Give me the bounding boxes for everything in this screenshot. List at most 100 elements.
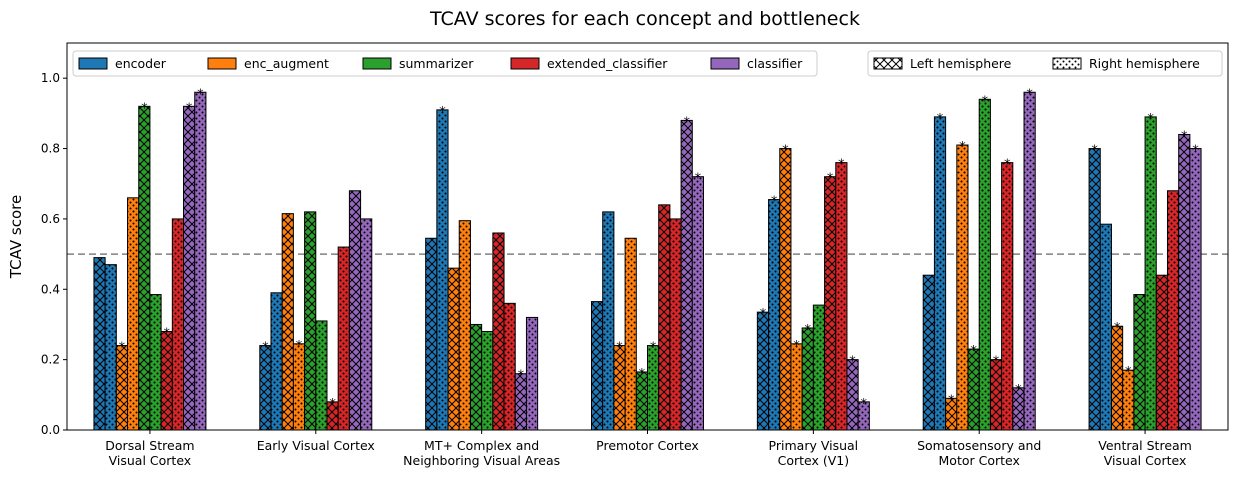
significance-star: * bbox=[197, 87, 204, 102]
bar-pattern-enc_augment-left-6 bbox=[1110, 325, 1124, 431]
significance-star: * bbox=[760, 307, 767, 322]
y-tick-label: 1.0 bbox=[41, 71, 60, 85]
legend-swatch-summarizer bbox=[362, 57, 392, 70]
bar-pattern-encoder-left-6 bbox=[1088, 148, 1101, 431]
bar-pattern-extended_classifier-left-4 bbox=[824, 176, 837, 431]
significance-star: * bbox=[805, 323, 812, 338]
y-tick-label: 0.8 bbox=[41, 142, 60, 156]
significance-star: * bbox=[695, 172, 702, 187]
bar-pattern-summarizer-right-0 bbox=[149, 294, 162, 431]
bar-pattern-extended_classifier-right-6 bbox=[1166, 190, 1180, 431]
significance-star: * bbox=[1125, 365, 1132, 380]
bar-pattern-summarizer-left-5 bbox=[967, 348, 980, 431]
legend-label-hemi-0: Left hemisphere bbox=[910, 56, 1012, 71]
significance-star: * bbox=[296, 339, 303, 354]
bar-pattern-encoder-left-1 bbox=[259, 345, 272, 431]
bar-pattern-enc_augment-right-5 bbox=[956, 144, 969, 431]
significance-star: * bbox=[1147, 112, 1154, 127]
significance-star: * bbox=[439, 105, 446, 120]
bar-pattern-enc_augment-left-3 bbox=[613, 345, 626, 431]
bar-pattern-classifier-right-5 bbox=[1023, 91, 1036, 431]
y-tick-label: 0.4 bbox=[41, 282, 60, 296]
bar-pattern-classifier-right-0 bbox=[194, 91, 207, 431]
significance-star: * bbox=[982, 94, 989, 109]
bar-pattern-classifier-right-3 bbox=[691, 176, 704, 431]
bar-pattern-summarizer-left-1 bbox=[304, 211, 317, 431]
bar-pattern-enc_augment-left-0 bbox=[115, 345, 129, 431]
significance-star: * bbox=[959, 140, 966, 155]
significance-star: * bbox=[1026, 87, 1033, 102]
bar-pattern-extended_classifier-left-6 bbox=[1155, 274, 1168, 431]
significance-star: * bbox=[616, 341, 623, 356]
bar-pattern-summarizer-right-5 bbox=[978, 98, 991, 431]
bar-pattern-enc_augment-right-1 bbox=[292, 343, 306, 431]
legend-label-extended_classifier: extended_classifier bbox=[547, 56, 668, 71]
x-tick-label: Premotor Cortex bbox=[596, 438, 699, 453]
bar-pattern-encoder-right-5 bbox=[933, 116, 947, 431]
bar-pattern-summarizer-left-6 bbox=[1133, 294, 1146, 431]
bar-pattern-summarizer-right-4 bbox=[812, 304, 826, 431]
significance-star: * bbox=[861, 397, 868, 412]
bar-pattern-enc_augment-left-1 bbox=[281, 213, 294, 431]
legend-swatch-encoder bbox=[78, 57, 108, 70]
significance-star: * bbox=[650, 341, 657, 356]
significance-star: * bbox=[683, 115, 690, 130]
bar-pattern-encoder-right-6 bbox=[1099, 223, 1112, 431]
significance-star: * bbox=[262, 341, 269, 356]
bar-pattern-enc_augment-left-2 bbox=[447, 267, 460, 431]
legend-label-encoder: encoder bbox=[115, 56, 167, 71]
x-tick-label: Visual Cortex bbox=[109, 453, 192, 468]
legend-label-enc_augment: enc_augment bbox=[244, 56, 329, 71]
bar-pattern-classifier-left-0 bbox=[183, 105, 196, 431]
x-tick-label: Visual Cortex bbox=[1104, 453, 1187, 468]
bar-pattern-summarizer-right-6 bbox=[1144, 116, 1157, 431]
legend-hemispheres: Left hemisphere Right hemisphere bbox=[867, 50, 1223, 77]
x-tick-label: Dorsal Stream bbox=[105, 438, 194, 453]
significance-star: * bbox=[793, 339, 800, 354]
legend-swatch-hemi-1 bbox=[1052, 57, 1082, 70]
bar-pattern-classifier-right-6 bbox=[1189, 148, 1202, 431]
bar-pattern-enc_augment-right-0 bbox=[127, 197, 140, 431]
bar-pattern-extended_classifier-right-0 bbox=[171, 218, 185, 431]
bar-pattern-enc_augment-left-4 bbox=[779, 148, 792, 431]
bar-pattern-encoder-right-1 bbox=[270, 292, 283, 431]
bars-layer bbox=[93, 91, 1202, 431]
bar-pattern-extended_classifier-left-5 bbox=[989, 359, 1003, 431]
bar-pattern-encoder-left-0 bbox=[93, 257, 106, 431]
bar-pattern-summarizer-right-3 bbox=[647, 345, 660, 431]
significance-star: * bbox=[518, 369, 525, 384]
bar-pattern-extended_classifier-right-5 bbox=[1001, 162, 1014, 431]
significance-markers: * * * * * * * * * * * * * * * * * * * * * * * * * * * * * * * * * * * * * * * bbox=[119, 87, 1200, 412]
y-axis-label: TCAV score bbox=[7, 195, 25, 279]
bar-pattern-extended_classifier-right-1 bbox=[337, 246, 350, 431]
y-axis: 0.0 0.2 0.4 0.6 0.8 1.0 bbox=[41, 71, 67, 437]
x-tick-label: Somatosensory and bbox=[917, 438, 1041, 453]
y-tick-label: 0.2 bbox=[41, 353, 60, 367]
bar-pattern-encoder-right-3 bbox=[602, 211, 615, 431]
legend-label-hemi-1: Right hemisphere bbox=[1089, 56, 1200, 71]
bar-pattern-extended_classifier-right-4 bbox=[835, 162, 848, 431]
bar-pattern-extended_classifier-right-2 bbox=[503, 302, 516, 431]
significance-star: * bbox=[1181, 129, 1188, 144]
legend-label-classifier: classifier bbox=[747, 56, 803, 71]
significance-star: * bbox=[1192, 144, 1199, 159]
bar-pattern-encoder-left-2 bbox=[425, 237, 438, 431]
bar-pattern-extended_classifier-left-3 bbox=[658, 204, 671, 431]
significance-star: * bbox=[141, 101, 148, 116]
bar-pattern-enc_augment-right-3 bbox=[624, 237, 637, 431]
significance-star: * bbox=[163, 326, 170, 341]
bar-pattern-encoder-left-4 bbox=[756, 311, 770, 431]
significance-star: * bbox=[849, 355, 856, 370]
bar-pattern-summarizer-left-4 bbox=[801, 327, 814, 431]
bar-pattern-encoder-right-2 bbox=[436, 109, 449, 431]
significance-star: * bbox=[993, 355, 1000, 370]
significance-star: * bbox=[827, 172, 834, 187]
chart-title: TCAV scores for each concept and bottlen… bbox=[429, 8, 860, 30]
significance-star: * bbox=[119, 341, 126, 356]
significance-star: * bbox=[1015, 383, 1022, 398]
bar-pattern-classifier-left-4 bbox=[846, 359, 859, 431]
y-tick-label: 0.6 bbox=[41, 212, 60, 226]
bar-pattern-encoder-right-4 bbox=[768, 199, 781, 431]
